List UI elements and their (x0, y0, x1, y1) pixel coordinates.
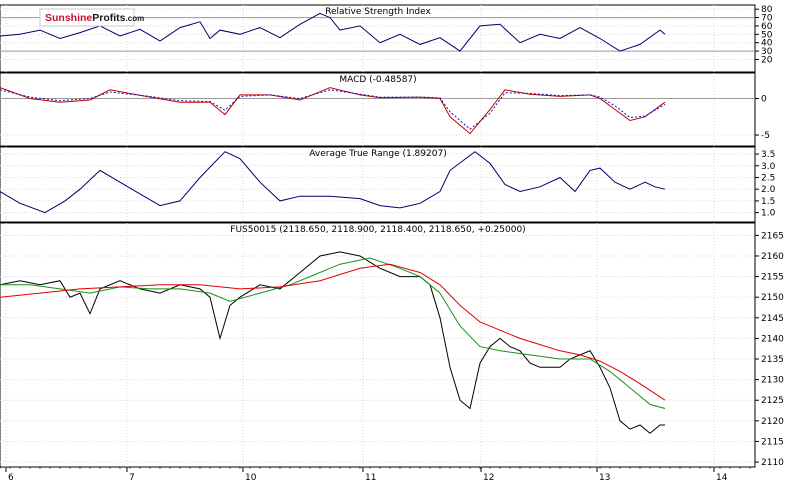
logo-text-part2: Profits (92, 12, 125, 24)
x-tick-label: 12 (483, 473, 494, 483)
y-tick-label: 0 (761, 95, 767, 105)
panel-title: Relative Strength Index (325, 7, 431, 17)
y-tick-label: 1.5 (761, 197, 775, 207)
logo: SunshineProfits.com (39, 8, 144, 27)
x-tick-label: 13 (599, 473, 610, 483)
series-line-1 (0, 87, 666, 135)
x-tick-label: 6 (8, 473, 14, 483)
y-tick-label: 50 (761, 30, 773, 40)
y-tick-label: 2120 (761, 417, 784, 427)
y-tick-label: 2135 (761, 355, 784, 365)
panel-frame (0, 222, 756, 468)
y-tick-label: 30 (761, 47, 773, 57)
series-line-2 (0, 89, 666, 130)
panel-4: 2165 2160 2155 2150 2145 2140 2135 2130 2125 2120… (0, 222, 784, 468)
y-tick-label: 3.5 (761, 150, 775, 160)
x-tick-label: 11 (365, 473, 376, 483)
y-tick-label: 2130 (761, 376, 784, 386)
panel-title: MACD (-0.48587) (339, 75, 416, 85)
y-tick-label: 2140 (761, 334, 784, 344)
series-line-3 (0, 263, 666, 401)
y-tick-label: 40 (761, 39, 773, 49)
x-tick-label: 14 (716, 473, 728, 483)
panel-3: 3.5 3.02.5 2.0 1.5 1.0 Average True Range (1.… (0, 146, 776, 223)
y-tick-label: 2.5 (761, 173, 775, 183)
y-tick-label: 2160 (761, 252, 784, 262)
y-tick-label: 2145 (761, 314, 784, 324)
panel-2: 0 -5 MACD (-0.48587) (0, 72, 770, 147)
series-line-2 (0, 257, 666, 409)
y-tick-label: 20 (761, 55, 773, 65)
series-line-1 (0, 251, 665, 434)
y-tick-label: 2150 (761, 293, 784, 303)
y-tick-label: 60 (761, 22, 773, 32)
svg-text:SunshineProfits.com: SunshineProfits.com (45, 12, 144, 24)
y-tick-label: 3.0 (761, 162, 776, 172)
panel-frame (0, 146, 756, 223)
y-tick-label: 2155 (761, 273, 784, 283)
x-tick-label: 7 (129, 473, 135, 483)
series-line-1 (0, 151, 666, 214)
panel-title: Average True Range (1.89207) (309, 149, 446, 159)
panel-title: FUS50015 (2118.650, 2118.900, 2118.400, … (230, 225, 525, 235)
y-tick-label: -5 (761, 131, 770, 141)
y-tick-label: 70 (761, 14, 773, 24)
y-tick-label: 2.0 (761, 185, 776, 195)
y-tick-label: 2115 (761, 437, 784, 447)
logo-box (39, 8, 135, 27)
y-tick-label: 2125 (761, 396, 784, 406)
x-axis: 6 7 10 11 12 13 14 (0, 467, 751, 483)
panel-frame (0, 72, 756, 147)
y-tick-label: 2110 (761, 458, 784, 468)
logo-text-suffix: .com (126, 14, 145, 23)
x-tick-label: 10 (245, 473, 257, 483)
logo-text-part1: Sunshine (45, 12, 92, 24)
series-line-1 (0, 12, 666, 52)
panel-frame (0, 4, 756, 73)
y-tick-label: 80 (761, 5, 773, 15)
y-tick-label: 2165 (761, 231, 784, 241)
y-tick-label: 1.0 (761, 209, 776, 219)
